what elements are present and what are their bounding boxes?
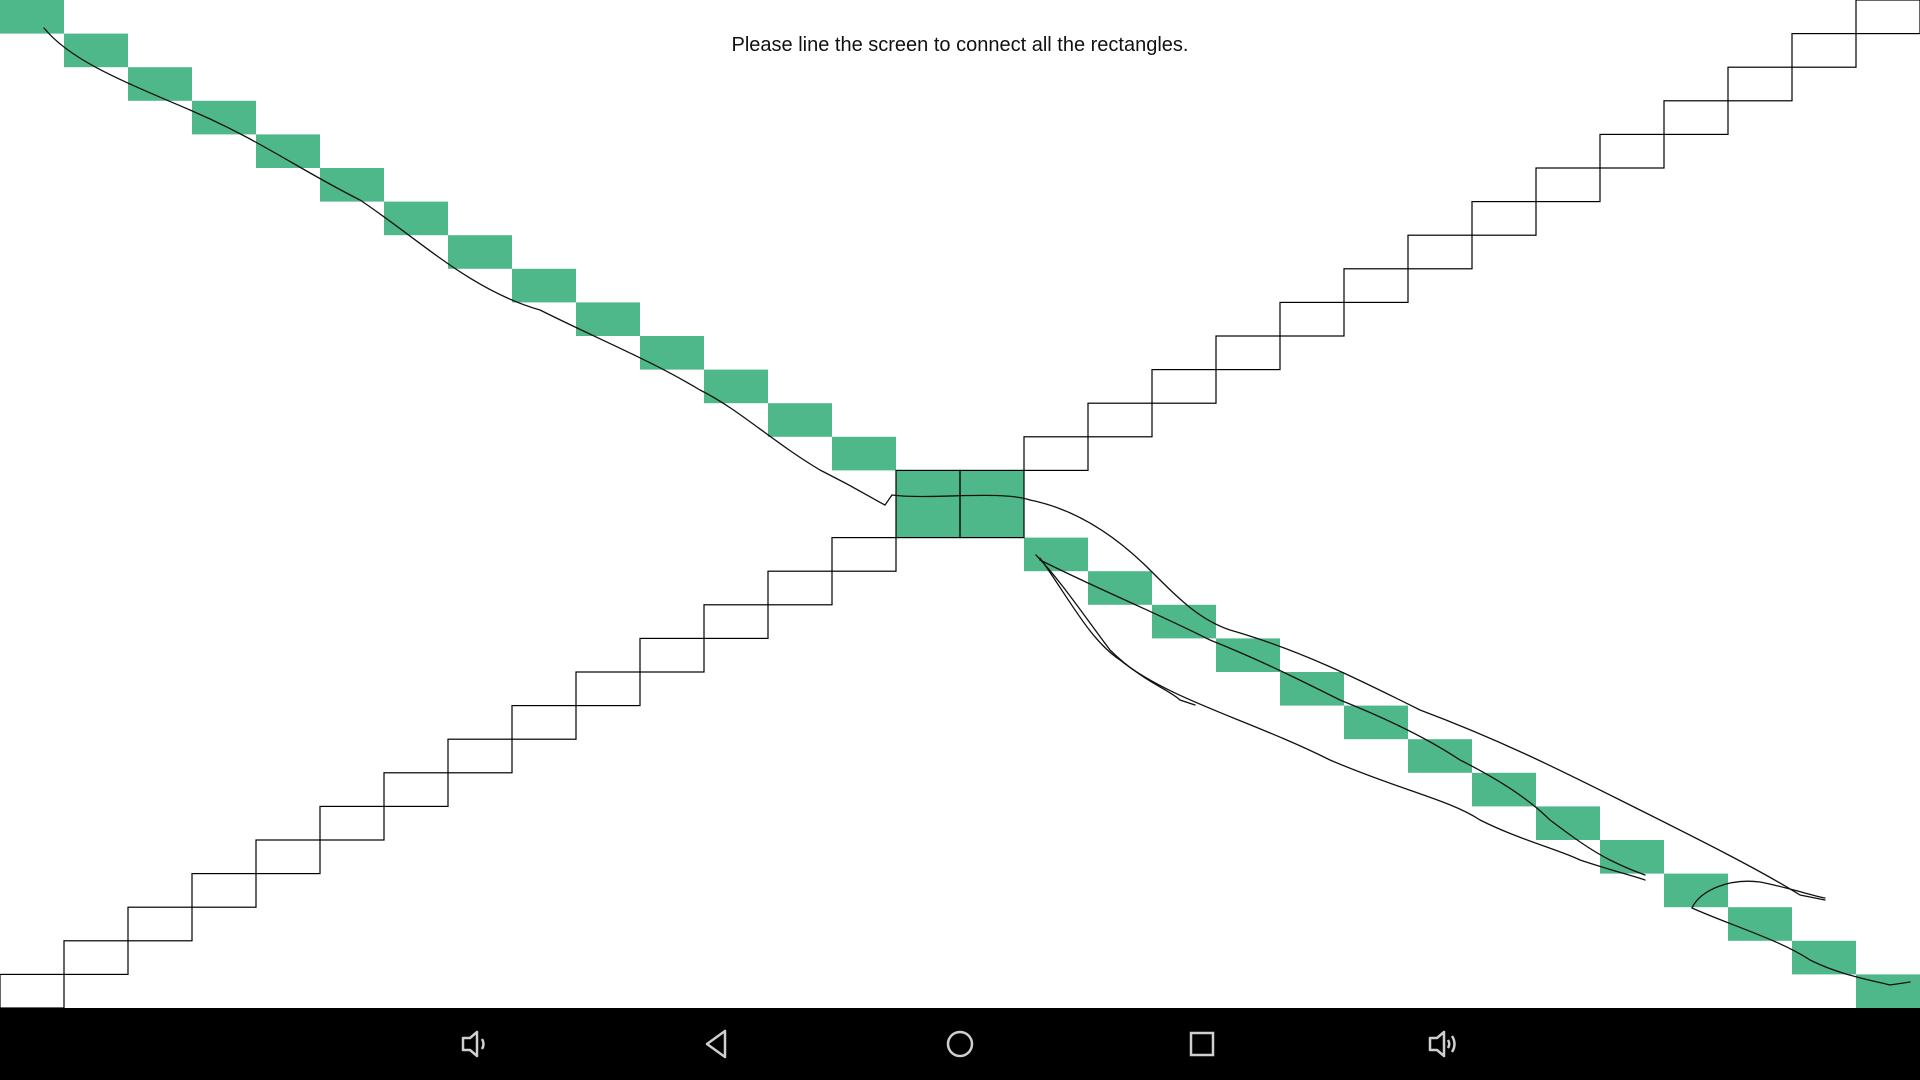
ascending-rectangle[interactable] [319, 805, 385, 841]
home-icon [946, 1030, 974, 1058]
ascending-rectangle[interactable] [1727, 66, 1793, 102]
ascending-rectangle[interactable] [191, 872, 257, 908]
descending-rectangle[interactable] [576, 302, 640, 336]
ascending-rectangle[interactable] [575, 671, 641, 707]
home-button[interactable] [936, 1020, 984, 1068]
ascending-rectangle[interactable] [63, 940, 129, 975]
ascending-rectangle[interactable] [255, 839, 321, 875]
ascending-rectangle[interactable] [1855, 0, 1920, 35]
ascending-rectangle[interactable] [960, 470, 1024, 504]
back-button[interactable] [693, 1020, 741, 1068]
descending-rectangle[interactable] [960, 504, 1024, 538]
ascending-rectangle[interactable] [511, 704, 577, 740]
volume-down-icon [461, 1030, 485, 1058]
ascending-rectangle[interactable] [383, 772, 449, 807]
ascending-rectangle[interactable] [447, 738, 513, 774]
ascending-rectangle[interactable] [1343, 268, 1409, 303]
ascending-rectangle[interactable] [1535, 167, 1601, 203]
descending-rectangle[interactable] [1408, 739, 1472, 773]
instruction-text: Please line the screen to connect all th… [731, 34, 1189, 56]
center-rectangle-outline [959, 469, 1025, 539]
finger-trace-line [1039, 557, 1646, 881]
descending-rectangle[interactable] [256, 134, 320, 168]
finger-trace-line [43, 27, 1031, 506]
ascending-rectangle[interactable] [1087, 402, 1153, 438]
volume-up-button[interactable] [1420, 1020, 1468, 1068]
descending-rectangle[interactable] [512, 268, 576, 303]
descending-rectangle[interactable] [832, 436, 896, 471]
ascending-rectangle[interactable] [1279, 301, 1345, 337]
ascending-rectangle[interactable] [1471, 201, 1537, 236]
finger-trace-line [1039, 559, 1646, 876]
descending-rectangle[interactable] [896, 470, 960, 504]
descending-rectangle[interactable] [1280, 672, 1344, 706]
descending-rectangle[interactable] [1024, 537, 1088, 572]
finger-trace-line [1029, 499, 1826, 901]
touch-test-screen[interactable]: Please line the screen to connect all th… [0, 0, 1920, 1008]
recents-icon [1189, 1031, 1215, 1057]
ascending-rectangle[interactable] [0, 973, 65, 1008]
descending-rectangle[interactable] [704, 369, 768, 404]
descending-rectangle[interactable] [448, 235, 512, 269]
descending-rectangle[interactable] [1792, 940, 1856, 975]
ascending-rectangle[interactable] [1791, 32, 1857, 68]
descending-rectangle[interactable] [1216, 638, 1280, 672]
descending-rectangle[interactable] [128, 67, 192, 101]
descending-rectangle[interactable] [640, 336, 704, 370]
ascending-rectangle[interactable] [1407, 234, 1473, 270]
descending-rectangle[interactable] [1536, 806, 1600, 840]
ascending-rectangle[interactable] [1215, 335, 1281, 371]
ascending-rectangle[interactable] [831, 536, 897, 572]
recents-button[interactable] [1178, 1020, 1226, 1068]
volume-down-button[interactable] [451, 1020, 499, 1068]
descending-rectangle[interactable] [1600, 840, 1664, 874]
ascending-rectangle[interactable] [639, 637, 705, 673]
ascending-rectangle[interactable] [767, 570, 833, 606]
finger-trace-line [1691, 880, 1826, 909]
ascending-rectangle[interactable] [1599, 133, 1665, 169]
ascending-rectangle[interactable] [127, 906, 193, 942]
descending-rectangle[interactable] [0, 0, 64, 34]
descending-rectangle[interactable] [64, 33, 128, 68]
finger-trace-line [1035, 554, 1196, 706]
finger-trace-line [1691, 907, 1911, 986]
descending-rectangle[interactable] [192, 100, 256, 135]
ascending-rectangle[interactable] [1023, 436, 1089, 471]
descending-rectangle[interactable] [1152, 604, 1216, 639]
rectangle-board[interactable] [0, 0, 1920, 1008]
back-icon [705, 1029, 727, 1059]
descending-rectangle[interactable] [384, 201, 448, 236]
ascending-rectangle[interactable] [1663, 100, 1729, 136]
ascending-rectangle[interactable] [1151, 369, 1217, 404]
ascending-rectangle[interactable] [703, 604, 769, 639]
descending-rectangle[interactable] [1344, 705, 1408, 740]
ascending-rectangle[interactable] [896, 504, 960, 538]
descending-rectangle[interactable] [1472, 772, 1536, 807]
descending-rectangle[interactable] [768, 403, 832, 437]
system-navigation-bar [0, 1008, 1920, 1080]
volume-up-icon [1428, 1030, 1456, 1058]
